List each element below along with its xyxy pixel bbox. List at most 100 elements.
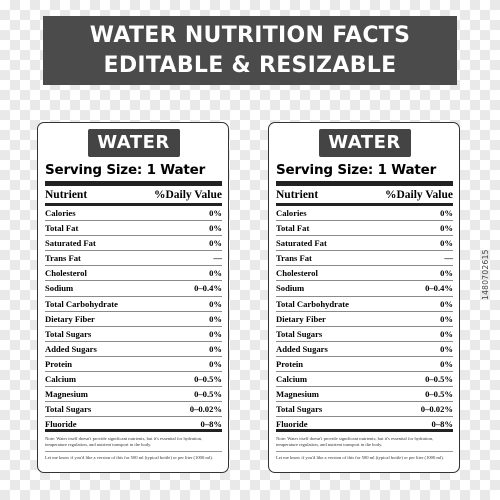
nutrient-name: Protein bbox=[276, 358, 304, 369]
nutrient-value: 0% bbox=[209, 358, 222, 369]
nutrient-row: Total Carbohydrate 0% bbox=[276, 297, 453, 312]
nutrient-name: Total Fat bbox=[276, 223, 310, 234]
title-banner: WATER NUTRITION FACTS EDITABLE & RESIZAB… bbox=[43, 16, 457, 85]
nutrient-name: Added Sugars bbox=[276, 343, 328, 354]
nutrient-value: 0–0.4% bbox=[425, 283, 453, 294]
nutrient-row: Added Sugars 0% bbox=[276, 342, 453, 357]
nutrient-value: 0% bbox=[440, 298, 453, 309]
nutrient-row: Calories 0% bbox=[276, 206, 453, 222]
label-title-badge: WATER bbox=[318, 129, 411, 157]
nutrient-row: Total Sugars 0% bbox=[276, 327, 453, 342]
nutrient-value: 0–0.5% bbox=[425, 389, 453, 400]
nutrient-value: 0% bbox=[209, 268, 222, 279]
nutrient-value: 0% bbox=[440, 238, 453, 249]
serving-size: Serving Size: 1 Water bbox=[45, 162, 222, 186]
nutrient-name: Saturated Fat bbox=[276, 238, 327, 249]
nutrient-row: Calcium 0–0.5% bbox=[45, 372, 222, 388]
nutrient-name: Cholesterol bbox=[45, 268, 87, 279]
nutrient-value: 0% bbox=[440, 313, 453, 324]
nutrient-name: Added Sugars bbox=[45, 343, 97, 354]
footnote-request: Let me know if you'd like a version of t… bbox=[276, 455, 444, 460]
nutrient-row: Magnesium 0–0.5% bbox=[45, 387, 222, 403]
nutrient-name: Trans Fat bbox=[276, 253, 312, 264]
banner-line-2: EDITABLE & RESIZABLE bbox=[103, 53, 397, 78]
header-nutrient: Nutrient bbox=[276, 189, 319, 201]
nutrient-row: Sodium 0–0.4% bbox=[45, 281, 222, 297]
footnote: Note: Water itself doesn't provide signi… bbox=[276, 436, 453, 452]
nutrition-label-right: WATER Serving Size: 1 Water Nutrient %Daily… bbox=[268, 122, 460, 473]
label-title-badge: WATER bbox=[87, 129, 180, 157]
nutrient-name: Protein bbox=[45, 358, 73, 369]
nutrient-value: 0–0.02% bbox=[420, 404, 453, 415]
nutrient-name: Saturated Fat bbox=[45, 238, 96, 249]
nutrient-row: Protein 0% bbox=[276, 357, 453, 373]
nutrient-name: Calories bbox=[276, 208, 307, 218]
nutrient-value: 0% bbox=[209, 223, 222, 234]
nutrient-value: — bbox=[213, 253, 222, 264]
nutrient-value: 0% bbox=[209, 208, 222, 218]
nutrient-row: Trans Fat — bbox=[45, 251, 222, 267]
nutrient-row: Sodium 0–0.4% bbox=[276, 281, 453, 297]
banner-line-1: WATER NUTRITION FACTS bbox=[89, 23, 411, 48]
nutrient-value: 0% bbox=[209, 328, 222, 339]
nutrient-name: Fluoride bbox=[45, 419, 77, 430]
nutrient-value: 0% bbox=[440, 328, 453, 339]
nutrient-name: Sodium bbox=[45, 283, 74, 294]
nutrient-value: 0% bbox=[209, 298, 222, 309]
nutrient-value: 0% bbox=[440, 358, 453, 369]
nutrition-label-left: WATER Serving Size: 1 Water Nutrient %Daily… bbox=[37, 122, 229, 473]
nutrient-row: Magnesium 0–0.5% bbox=[276, 387, 453, 403]
nutrient-row: Fluoride 0–8% bbox=[45, 417, 222, 433]
nutrient-value: — bbox=[444, 253, 453, 264]
nutrient-value: 0–8% bbox=[431, 419, 453, 430]
nutrient-value: 0–0.4% bbox=[194, 283, 222, 294]
nutrient-name: Cholesterol bbox=[276, 268, 318, 279]
nutrient-value: 0–0.5% bbox=[194, 389, 222, 400]
nutrient-name: Trans Fat bbox=[45, 253, 81, 264]
nutrient-name: Total Fat bbox=[45, 223, 79, 234]
nutrient-row: Total Fat 0% bbox=[276, 221, 453, 237]
nutrient-row: Dietary Fiber 0% bbox=[45, 312, 222, 327]
nutrient-rows: Calories 0% Total Fat 0% Saturated Fat 0% Tran… bbox=[45, 206, 222, 433]
nutrient-name: Total Sugars bbox=[45, 404, 92, 415]
nutrient-name: Total Sugars bbox=[276, 404, 323, 415]
nutrient-row: Calcium 0–0.5% bbox=[276, 372, 453, 388]
nutrient-name: Fluoride bbox=[276, 419, 308, 430]
nutrient-name: Total Carbohydrate bbox=[276, 298, 349, 309]
nutrient-row: Total Sugars 0–0.02% bbox=[45, 402, 222, 418]
nutrient-value: 0–0.5% bbox=[425, 374, 453, 385]
stock-id: 1480702615 bbox=[481, 249, 490, 300]
nutrient-value: 0–8% bbox=[200, 419, 222, 430]
nutrient-value: 0–0.02% bbox=[189, 404, 222, 415]
nutrient-row: Trans Fat — bbox=[276, 251, 453, 267]
nutrient-name: Sodium bbox=[276, 283, 305, 294]
table-header: Nutrient %Daily Value bbox=[45, 186, 222, 206]
nutrient-value: 0% bbox=[440, 268, 453, 279]
header-daily-value: %Daily Value bbox=[153, 189, 222, 201]
nutrient-value: 0% bbox=[440, 343, 453, 354]
footnote-request: Let me know if you'd like a version of t… bbox=[45, 455, 213, 460]
nutrient-row: Protein 0% bbox=[45, 357, 222, 373]
nutrient-value: 0% bbox=[209, 343, 222, 354]
nutrient-name: Calories bbox=[45, 208, 76, 218]
nutrient-row: Calories 0% bbox=[45, 206, 222, 222]
nutrient-row: Cholesterol 0% bbox=[276, 266, 453, 282]
nutrient-row: Saturated Fat 0% bbox=[45, 236, 222, 252]
nutrient-rows: Calories 0% Total Fat 0% Saturated Fat 0% Tran… bbox=[276, 206, 453, 433]
nutrient-name: Dietary Fiber bbox=[45, 313, 95, 324]
nutrient-name: Calcium bbox=[276, 374, 308, 385]
nutrient-row: Added Sugars 0% bbox=[45, 342, 222, 357]
nutrient-row: Total Fat 0% bbox=[45, 221, 222, 237]
nutrient-value: 0% bbox=[209, 238, 222, 249]
nutrient-row: Saturated Fat 0% bbox=[276, 236, 453, 252]
table-header: Nutrient %Daily Value bbox=[276, 186, 453, 206]
nutrient-value: 0% bbox=[440, 223, 453, 234]
nutrient-name: Total Sugars bbox=[45, 328, 92, 339]
nutrient-row: Fluoride 0–8% bbox=[276, 417, 453, 433]
nutrient-name: Magnesium bbox=[45, 389, 88, 400]
nutrient-row: Cholesterol 0% bbox=[45, 266, 222, 282]
nutrient-name: Magnesium bbox=[276, 389, 319, 400]
nutrient-name: Dietary Fiber bbox=[276, 313, 326, 324]
nutrient-name: Total Sugars bbox=[276, 328, 323, 339]
nutrient-value: 0–0.5% bbox=[194, 374, 222, 385]
